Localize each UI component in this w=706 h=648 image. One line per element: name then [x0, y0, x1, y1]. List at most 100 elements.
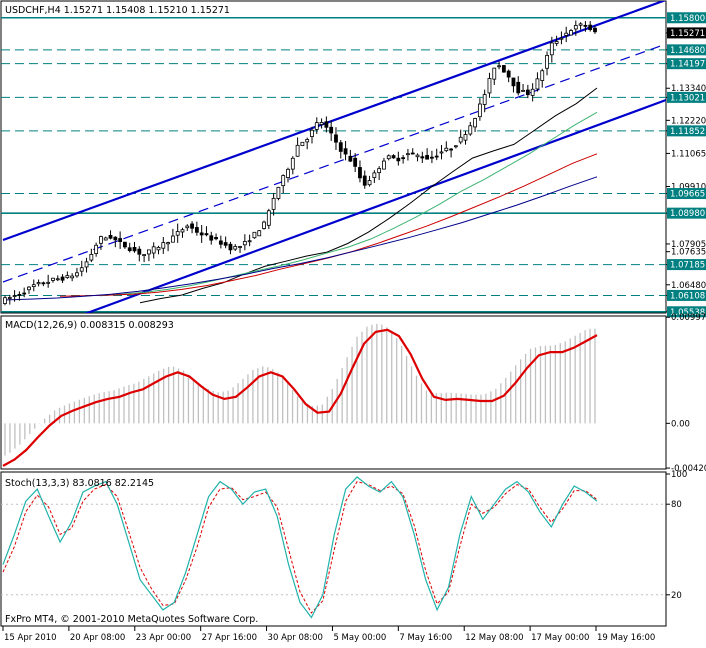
- candle-body: [593, 27, 597, 33]
- candle-body: [415, 154, 420, 158]
- price-tick-label: 1.07905: [671, 240, 706, 250]
- candle-body: [300, 141, 305, 147]
- candle-body: [60, 276, 65, 281]
- candle-body: [281, 175, 286, 187]
- candle-body: [406, 153, 410, 156]
- candle-body: [257, 230, 262, 237]
- stoch-signal-line: [2, 481, 598, 614]
- candle-body: [506, 70, 511, 78]
- candle-body: [31, 284, 36, 287]
- candle-body: [525, 89, 530, 96]
- candle-body: [41, 282, 46, 285]
- candle-body: [295, 144, 300, 157]
- candle-body: [36, 282, 41, 285]
- level-label-badge: [667, 289, 706, 301]
- candle-body: [573, 25, 578, 30]
- stoch-main-line: [2, 476, 598, 619]
- level-label: 1.14680: [670, 46, 705, 56]
- moving-average-line: [99, 111, 598, 297]
- candle-body: [482, 94, 487, 105]
- candle-body: [382, 160, 386, 170]
- candle-body: [473, 118, 477, 128]
- candle-body: [147, 249, 151, 255]
- candle-body: [175, 231, 180, 236]
- stoch-plot: [1, 476, 666, 619]
- level-label: 1.05538: [670, 308, 705, 318]
- candle-body: [559, 37, 564, 40]
- price-title: USDCHF,H4 1.15271 1.15408 1.15210 1.1527…: [5, 5, 230, 16]
- candle-body: [180, 229, 185, 233]
- candle-body: [75, 272, 79, 277]
- macd-title: MACD(12,26,9) 0.008315 0.008293: [5, 320, 174, 331]
- candle-body: [218, 240, 223, 245]
- candle-body: [286, 168, 290, 178]
- candle-body: [343, 148, 348, 155]
- macd-tick-label: 0.009977: [671, 313, 706, 323]
- level-label: 1.13021: [670, 93, 705, 103]
- current-price-badge: [667, 27, 706, 39]
- macd-panel: [0, 315, 667, 470]
- candle-body: [266, 210, 271, 226]
- candle-body: [84, 261, 89, 268]
- candle-body: [204, 233, 209, 236]
- level-label-badge: [667, 44, 706, 56]
- candle-body: [271, 197, 276, 210]
- level-label-badge: [667, 125, 706, 137]
- candle-body: [46, 281, 51, 284]
- candle-body: [276, 186, 281, 199]
- candle-body: [79, 267, 84, 272]
- copyright-text: FxPro MT4, © 2001-2010 MetaQuotes Softwa…: [5, 614, 258, 625]
- candle-body: [252, 231, 257, 239]
- candle-body: [377, 168, 382, 174]
- price-tick-label: 1.09910: [671, 183, 706, 193]
- candle-body: [22, 292, 27, 295]
- time-tick-label: 27 Apr 16:00: [202, 633, 257, 643]
- candle-body: [401, 157, 406, 160]
- level-label: 1.07185: [670, 261, 705, 271]
- candle-body: [430, 156, 434, 159]
- stoch-tick-label: 80: [671, 500, 682, 510]
- candle-body: [583, 24, 588, 27]
- price-tick-label: 1.07635: [671, 248, 706, 258]
- candle-body: [372, 172, 377, 178]
- candle-body: [247, 240, 252, 243]
- current-price-label: 1.15271: [670, 29, 705, 39]
- candle-body: [70, 275, 75, 279]
- level-label: 1.06108: [670, 291, 705, 301]
- candle-body: [305, 139, 310, 143]
- price-tick-label: 1.13340: [671, 84, 706, 94]
- candle-body: [396, 157, 401, 162]
- time-tick-label: 5 May 00:00: [333, 633, 386, 643]
- macd-tick-label: 0.00: [671, 419, 690, 429]
- macd-plot: [2, 323, 598, 467]
- time-tick-label: 30 Apr 08:00: [268, 633, 323, 643]
- candle-body: [156, 247, 161, 251]
- candle-body: [463, 134, 468, 141]
- candle-body: [151, 246, 156, 254]
- price-tick-label: 1.06480: [671, 281, 706, 291]
- candle-body: [194, 227, 199, 233]
- candle-body: [353, 157, 358, 167]
- candle-body: [314, 122, 319, 130]
- candle-body: [487, 78, 492, 94]
- candle-body: [103, 237, 108, 241]
- candle-body: [425, 155, 430, 160]
- candle-body: [449, 148, 453, 151]
- candle-body: [439, 151, 444, 154]
- candle-body: [564, 32, 569, 36]
- stoch-tick-label: 20: [671, 591, 682, 601]
- time-tick-label: 23 Apr 00:00: [136, 633, 191, 643]
- candle-body: [89, 254, 94, 261]
- level-label-badge: [667, 188, 706, 200]
- candle-body: [3, 297, 7, 304]
- channel-lower-line: [84, 98, 666, 313]
- candle-body: [123, 241, 127, 248]
- candle-body: [319, 122, 324, 125]
- candle-body: [453, 145, 458, 148]
- candle-body: [214, 237, 218, 240]
- candle-body: [310, 129, 314, 137]
- candle-body: [242, 241, 247, 246]
- candle-body: [334, 134, 338, 143]
